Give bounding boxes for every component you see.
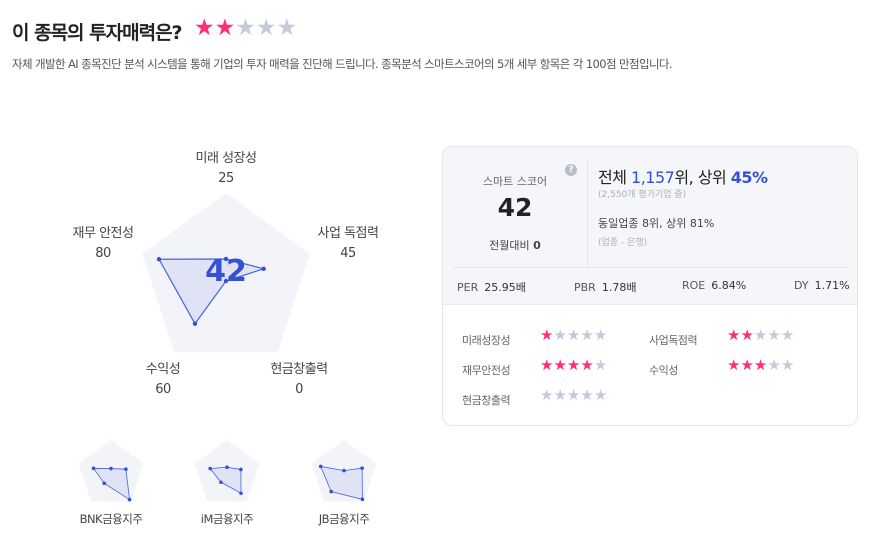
star-empty-icon: ★ xyxy=(580,386,594,404)
smart-score-label: 스마트 스코어 xyxy=(482,175,548,188)
star-empty-icon: ★ xyxy=(553,326,567,344)
radar-point xyxy=(156,257,162,262)
divider xyxy=(453,267,848,268)
star-filled-icon: ★ xyxy=(214,15,236,41)
radar-point xyxy=(318,464,323,469)
radar-area xyxy=(209,466,242,494)
star-empty-icon: ★ xyxy=(753,326,768,344)
star-filled-icon: ★ xyxy=(753,356,768,374)
radar-point xyxy=(192,321,198,326)
star-filled-icon: ★ xyxy=(194,15,215,41)
radar-point xyxy=(261,266,266,271)
rating-label: 재무안전성 xyxy=(462,364,511,377)
radar-point xyxy=(91,466,96,471)
radar-point xyxy=(225,465,229,470)
star-empty-icon: ★ xyxy=(580,326,594,344)
star-empty-icon: ★ xyxy=(276,15,298,41)
rank-sub: (2,550개 평가기업 중) xyxy=(598,190,687,200)
radar-point xyxy=(223,256,229,262)
star-empty-icon: ★ xyxy=(566,326,581,344)
star-empty-icon: ★ xyxy=(553,386,567,404)
peer-label[interactable]: JB금융지주 xyxy=(318,512,370,526)
rating-label: 수익성 xyxy=(649,364,678,377)
star-filled-icon: ★ xyxy=(727,356,741,374)
peer-radar xyxy=(78,440,144,502)
rating-label: 현금창출력 xyxy=(462,394,511,407)
rating-stars: ★ ★ ★ ★ ★ xyxy=(727,358,794,373)
radar-point xyxy=(239,491,243,496)
star-filled-icon: ★ xyxy=(540,356,554,374)
metric-pbr: PBR 1.78배 xyxy=(574,281,637,294)
radar-point xyxy=(360,466,364,470)
star-empty-icon: ★ xyxy=(780,356,795,374)
radar-label-cashflow: 현금창출력 0 xyxy=(270,362,328,397)
radar-point xyxy=(223,278,229,284)
star-empty-icon: ★ xyxy=(593,326,608,344)
star-empty-icon: ★ xyxy=(767,356,781,374)
rating-label: 사업독점력 xyxy=(649,334,698,347)
star-empty-icon: ★ xyxy=(780,326,795,344)
radar-score: 42 xyxy=(205,254,247,289)
radar-background xyxy=(142,193,310,353)
radar-label-stability: 재무 안전성 80 xyxy=(72,226,134,261)
star-empty-icon: ★ xyxy=(235,15,256,41)
page-title: 이 종목의 투자매력은? xyxy=(12,22,183,44)
metric-roe: ROE 6.84% xyxy=(682,279,747,292)
peer-label[interactable]: BNK금융지주 xyxy=(79,512,143,526)
radar-label-profitability: 수익성 60 xyxy=(145,362,181,397)
star-filled-icon: ★ xyxy=(740,326,754,344)
radar-point xyxy=(127,497,132,502)
radar-point xyxy=(360,497,365,502)
radar-chart xyxy=(78,193,377,502)
rating-label: 미래성장성 xyxy=(462,334,511,347)
smart-score-value: 42 xyxy=(497,193,533,222)
radar-area xyxy=(158,258,266,325)
score-card: 스마트 스코어 ? 42 전월대비 0 전체 1,157위, 상위 45% (2… xyxy=(442,146,858,426)
star-empty-icon: ★ xyxy=(593,386,608,404)
rating-stars: ★ ★ ★ ★ ★ xyxy=(540,358,607,373)
star-filled-icon: ★ xyxy=(566,356,581,374)
rating-stars: ★ ★ ★ ★ ★ xyxy=(727,328,794,343)
star-empty-icon: ★ xyxy=(255,15,277,41)
peer-radar xyxy=(311,440,377,502)
star-filled-icon: ★ xyxy=(727,326,741,344)
radar-background xyxy=(78,440,144,502)
radar-point xyxy=(124,467,128,471)
star-empty-icon: ★ xyxy=(593,356,608,374)
radar-point xyxy=(329,489,334,494)
divider xyxy=(587,159,588,267)
star-filled-icon: ★ xyxy=(580,356,594,374)
radar-point xyxy=(208,466,212,471)
overall-rank: 전체 1,157위, 상위 45% xyxy=(598,168,768,187)
score-summary xyxy=(443,147,857,305)
mom-change: 전월대비 0 xyxy=(489,239,541,252)
industry-rank: 동일업종 8위, 상위 81% xyxy=(598,217,715,230)
radar-point xyxy=(239,467,243,472)
star-empty-icon: ★ xyxy=(540,386,554,404)
peer-label[interactable]: iM금융지주 xyxy=(200,512,254,526)
peer-radar xyxy=(194,440,260,502)
industry-sub: (업종 - 은행) xyxy=(598,238,648,248)
main-radar xyxy=(142,193,310,353)
radar-point xyxy=(342,468,346,473)
radar-background xyxy=(194,440,260,502)
description: 자체 개발한 AI 종목진단 분석 시스템을 통해 기업의 투자 매력을 진단해… xyxy=(12,57,673,71)
metric-dy: DY 1.71% xyxy=(794,279,850,292)
rating-stars: ★ ★ ★ ★ ★ xyxy=(540,388,607,403)
star-empty-icon: ★ xyxy=(767,326,781,344)
radar-label-monopoly: 사업 독점력 45 xyxy=(317,226,379,261)
rating-stars: ★ ★ ★ ★ ★ xyxy=(540,328,607,343)
radar-label-growth: 미래 성장성 25 xyxy=(195,151,257,186)
radar-area xyxy=(92,467,131,501)
radar-point xyxy=(102,481,107,486)
radar-point xyxy=(109,466,113,471)
metric-per: PER 25.95배 xyxy=(457,281,526,294)
star-empty-icon: ★ xyxy=(566,386,581,404)
star-filled-icon: ★ xyxy=(553,356,567,374)
radar-point xyxy=(219,480,223,485)
star-filled-icon: ★ xyxy=(740,356,754,374)
overall-rating: ★ ★ ★ ★ ★ xyxy=(194,17,297,40)
question-circle-icon[interactable]: ? xyxy=(565,164,577,176)
star-filled-icon: ★ xyxy=(540,326,554,344)
